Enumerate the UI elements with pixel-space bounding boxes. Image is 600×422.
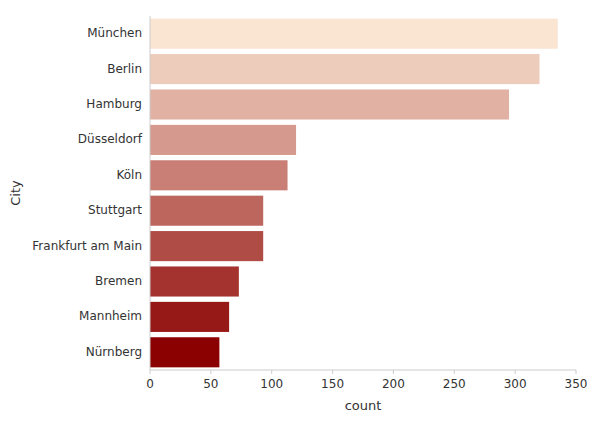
bar xyxy=(150,266,239,296)
y-tick-label: Düsseldorf xyxy=(78,132,143,146)
bars xyxy=(150,19,558,368)
x-tick xyxy=(515,370,516,374)
y-tick-label: Mannheim xyxy=(79,309,142,323)
chart-container: 0 50 100 150 200 250 300 350 Nürnberg Mannheim Bre… xyxy=(0,0,600,422)
x-tick xyxy=(210,370,211,374)
y-tick-label: München xyxy=(87,26,142,40)
x-tick-label: 150 xyxy=(321,377,344,391)
x-tick-label: 250 xyxy=(443,377,466,391)
bar xyxy=(150,19,558,49)
x-tick xyxy=(393,370,394,374)
bar xyxy=(150,54,539,84)
chart: 0 50 100 150 200 250 300 350 Nürnberg Mannheim Bre… xyxy=(0,0,600,422)
bar xyxy=(150,160,288,190)
bar xyxy=(150,196,263,226)
y-tick-label: Nürnberg xyxy=(86,345,142,359)
bar xyxy=(150,125,296,155)
x-tick-label: 350 xyxy=(565,377,588,391)
y-tick-label: Stuttgart xyxy=(88,203,142,217)
x-axis-line xyxy=(150,370,576,371)
x-tick xyxy=(150,370,151,374)
x-tick-label: 300 xyxy=(504,377,527,391)
x-tick xyxy=(454,370,455,374)
y-tick-label: Berlin xyxy=(107,62,142,76)
x-tick xyxy=(271,370,272,374)
x-tick-label: 100 xyxy=(260,377,283,391)
x-tick-label: 50 xyxy=(203,377,218,391)
x-tick xyxy=(332,370,333,374)
y-axis-line xyxy=(150,16,151,370)
bar xyxy=(150,337,219,367)
bar xyxy=(150,231,263,261)
y-axis-label: City xyxy=(8,180,23,206)
x-axis-label: count xyxy=(345,398,382,413)
y-tick-label: Köln xyxy=(116,168,142,182)
x-tick-label: 0 xyxy=(146,377,154,391)
y-tick-label: Bremen xyxy=(95,274,142,288)
x-tick-label: 200 xyxy=(382,377,405,391)
x-tick xyxy=(576,370,577,374)
bar xyxy=(150,89,509,119)
y-tick-label: Frankfurt am Main xyxy=(32,239,142,253)
y-tick-label: Hamburg xyxy=(86,97,142,111)
bar xyxy=(150,302,229,332)
